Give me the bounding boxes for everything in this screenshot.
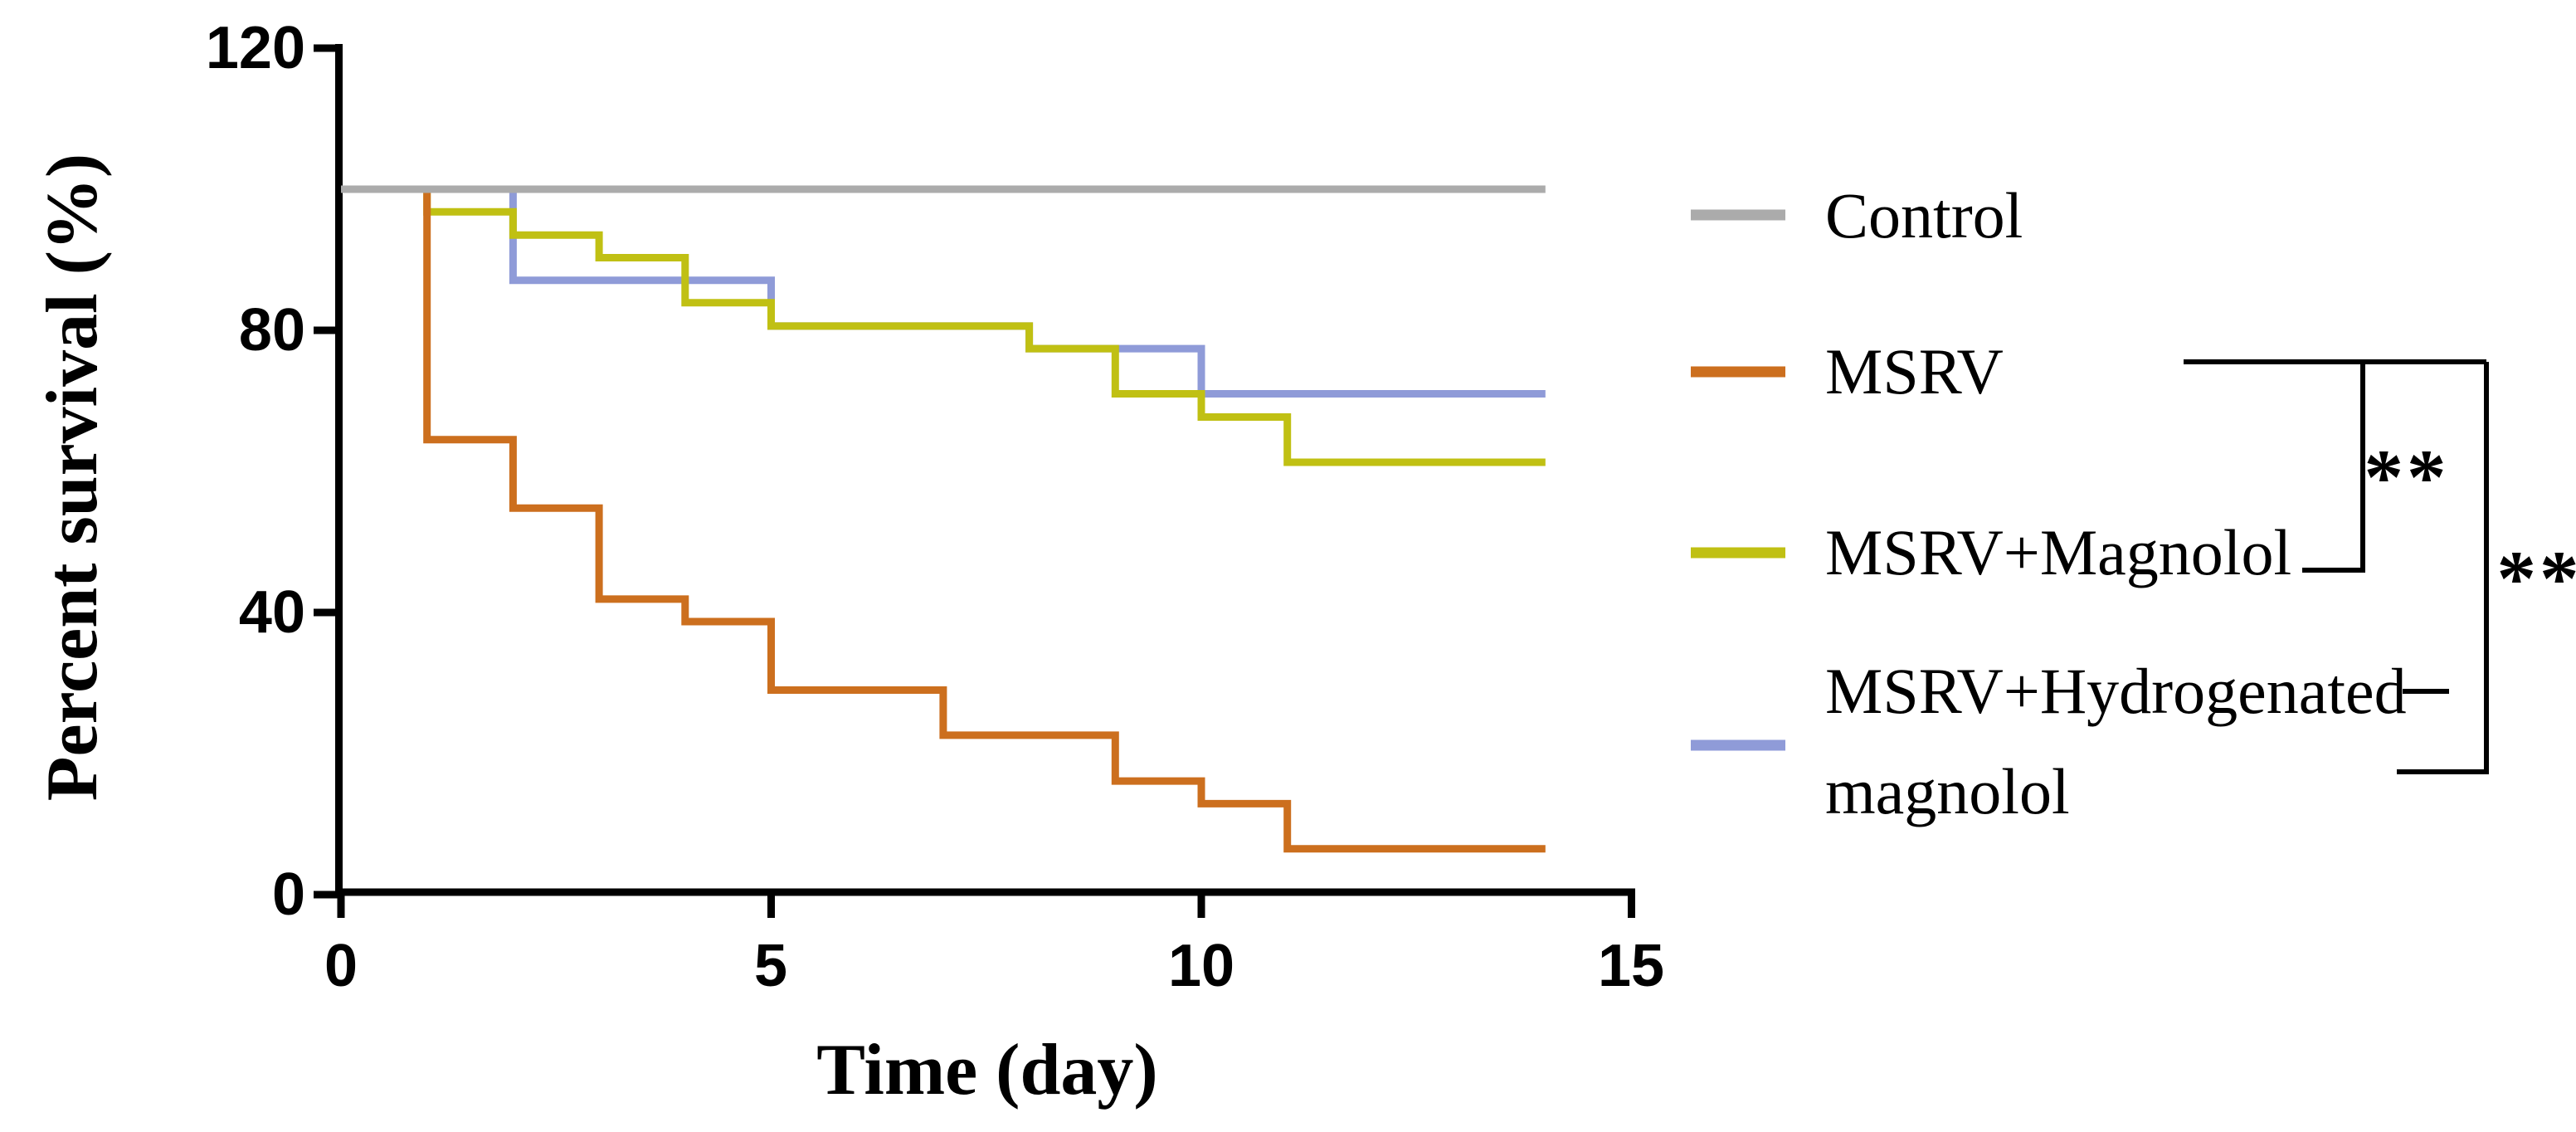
significance-brackets: [2184, 359, 2489, 774]
series-line-MSRV+Hydrogenated magnolol: [341, 185, 1546, 398]
y-tick-label-0: 0: [271, 861, 305, 928]
legend-label-msrv: MSRV: [1825, 335, 2004, 407]
y-tick-label-80: 80: [238, 297, 305, 364]
x-tick-label-0: 0: [324, 933, 358, 999]
x-tick-label-15: 15: [1597, 933, 1665, 999]
y-tick-label-40: 40: [238, 579, 305, 646]
x-tick-label-5: 5: [753, 933, 788, 999]
legend-label-control: Control: [1825, 179, 2023, 251]
legend-label-hydrogenated-magnolol: MSRV+Hydrogenated magnolol: [1825, 655, 2407, 827]
y-tick-label-120: 120: [205, 15, 305, 81]
series-line-MSRV+Magnolol: [341, 185, 1546, 466]
x-tick-label-10: 10: [1167, 933, 1235, 999]
y-axis-title: Percent survival (%): [32, 153, 113, 802]
x-axis-title: Time (day): [816, 1030, 1158, 1110]
significance-stars-msrv-vs-hydrogenated: **: [2496, 534, 2576, 622]
legend-label-magnolol: MSRV+Magnolol: [1825, 516, 2292, 588]
series-line-MSRV: [341, 185, 1546, 853]
significance-stars-msrv-vs-magnolol: **: [2364, 433, 2450, 521]
